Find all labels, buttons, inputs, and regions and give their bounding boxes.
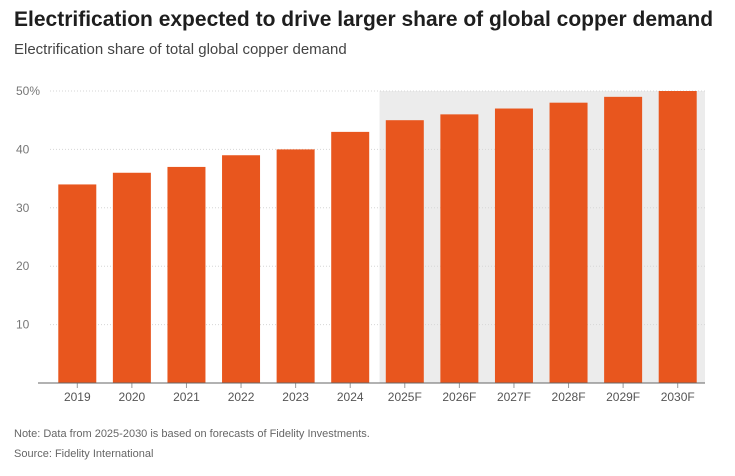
bar xyxy=(222,155,261,383)
chart-subtitle: Electrification share of total global co… xyxy=(14,41,347,58)
chart-note: Note: Data from 2025-2030 is based on fo… xyxy=(14,428,370,440)
y-tick-label: 40 xyxy=(16,142,30,156)
bar xyxy=(494,108,533,384)
x-tick-label: 2022 xyxy=(228,390,255,404)
bar xyxy=(58,184,97,383)
x-tick-label: 2019 xyxy=(64,390,91,404)
x-tick-label: 2030F xyxy=(661,390,695,404)
x-tick-label: 2027F xyxy=(497,390,531,404)
x-tick-label: 2023 xyxy=(282,390,309,404)
bar xyxy=(549,102,588,384)
y-tick-label: 30 xyxy=(16,201,30,215)
forecast-shading xyxy=(379,91,705,383)
bar xyxy=(440,114,479,384)
bar xyxy=(604,96,643,383)
bar xyxy=(276,149,315,383)
y-tick-label: 10 xyxy=(16,318,30,332)
bar xyxy=(385,120,424,383)
bar xyxy=(658,91,697,383)
bar xyxy=(331,131,370,383)
bar xyxy=(167,166,206,383)
y-tick-label: 20 xyxy=(16,259,30,273)
x-tick-label: 2025F xyxy=(388,390,422,404)
x-tick-label: 2024 xyxy=(337,390,364,404)
x-tick-label: 2020 xyxy=(119,390,146,404)
x-tick-label: 2026F xyxy=(442,390,476,404)
chart-title: Electrification expected to drive larger… xyxy=(14,8,714,31)
x-tick-label: 2029F xyxy=(606,390,640,404)
bar xyxy=(112,172,151,383)
bar-chart: 10 20 30 40 50% 2019 2020 2021 2022 2023 2024 2025F… xyxy=(16,84,705,404)
x-tick-label: 2021 xyxy=(173,390,200,404)
x-tick-label: 2028F xyxy=(552,390,586,404)
chart-source: Source: Fidelity International xyxy=(14,448,154,460)
y-tick-label: 50% xyxy=(16,84,40,98)
